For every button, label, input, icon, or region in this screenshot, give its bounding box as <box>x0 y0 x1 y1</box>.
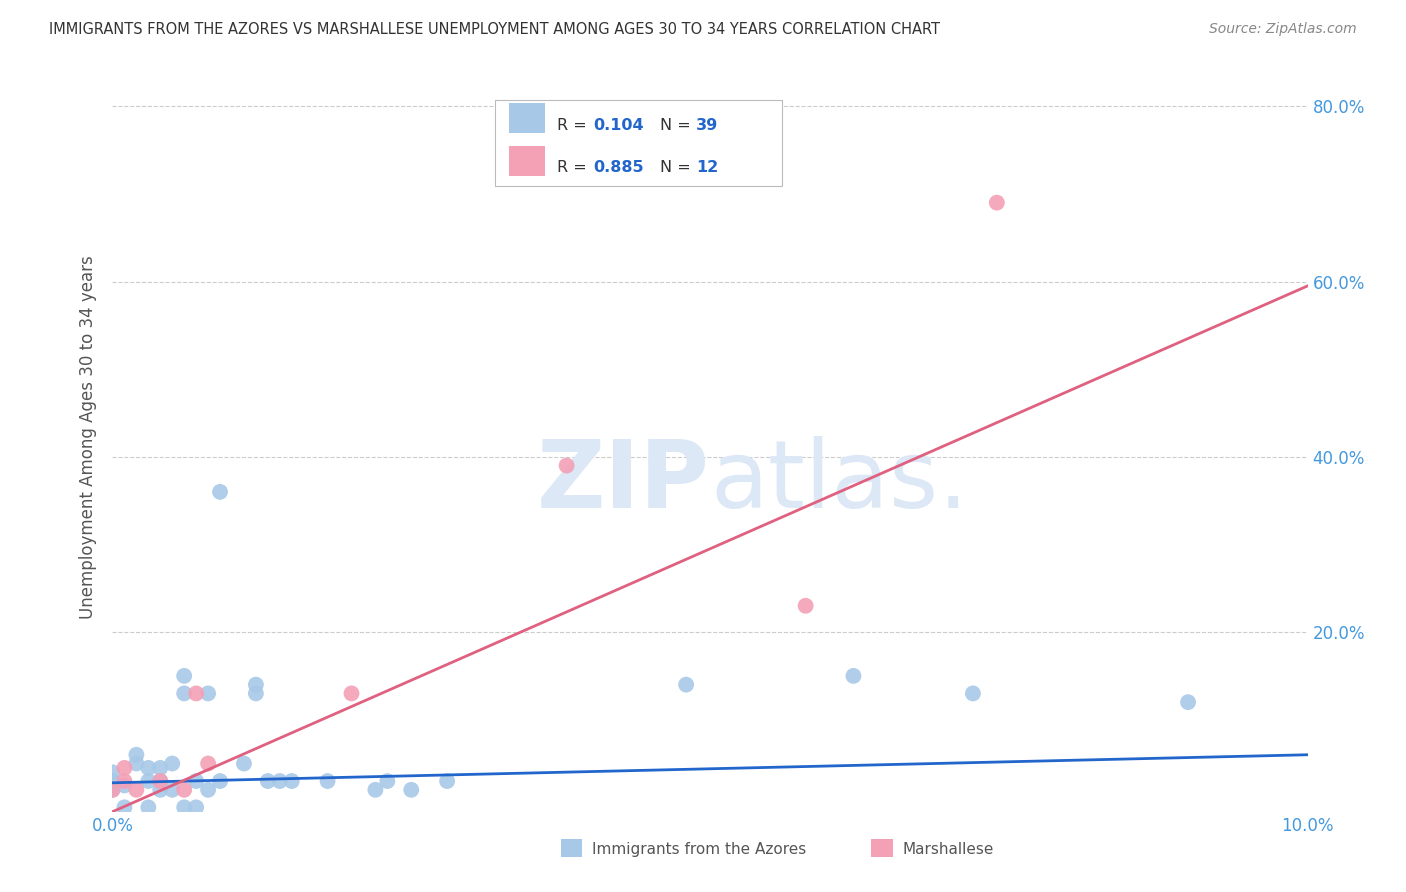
Point <box>675 678 697 692</box>
Point <box>114 800 135 814</box>
Point <box>149 774 172 789</box>
Bar <box>561 839 582 856</box>
Text: R =: R = <box>557 160 592 175</box>
Point <box>316 774 339 789</box>
Text: 0.885: 0.885 <box>593 160 644 175</box>
Point <box>149 782 172 797</box>
Point <box>197 756 219 771</box>
Bar <box>509 145 546 176</box>
Point <box>233 756 256 771</box>
Point <box>197 686 219 700</box>
Point <box>149 774 172 789</box>
Text: 12: 12 <box>696 160 718 175</box>
Point <box>138 774 160 789</box>
Point <box>962 686 984 700</box>
Point <box>209 774 232 789</box>
FancyBboxPatch shape <box>495 100 782 186</box>
Point <box>101 774 124 789</box>
Point <box>794 599 817 613</box>
Point <box>125 747 148 762</box>
Text: 39: 39 <box>696 119 718 133</box>
Point <box>1177 695 1199 709</box>
Bar <box>872 839 893 856</box>
Bar <box>509 103 546 133</box>
Point <box>173 686 195 700</box>
Point <box>209 484 232 499</box>
Point <box>340 686 363 700</box>
Point <box>125 782 148 797</box>
Point <box>186 774 208 789</box>
Point <box>377 774 399 789</box>
Point <box>114 779 135 793</box>
Point <box>281 774 304 789</box>
Y-axis label: Unemployment Among Ages 30 to 34 years: Unemployment Among Ages 30 to 34 years <box>79 255 97 619</box>
Point <box>436 774 458 789</box>
Text: N =: N = <box>659 160 696 175</box>
Point <box>173 782 195 797</box>
Point <box>364 782 387 797</box>
Point <box>101 782 124 797</box>
Point <box>149 761 172 775</box>
Text: atlas.: atlas. <box>710 436 969 528</box>
Point <box>101 765 124 780</box>
Text: N =: N = <box>659 119 696 133</box>
Point <box>842 669 865 683</box>
Text: R =: R = <box>557 119 592 133</box>
Point <box>269 774 291 789</box>
Point <box>245 678 267 692</box>
Text: 0.104: 0.104 <box>593 119 644 133</box>
Point <box>138 800 160 814</box>
Point <box>186 686 208 700</box>
Point <box>162 756 183 771</box>
Point <box>114 761 135 775</box>
Text: IMMIGRANTS FROM THE AZORES VS MARSHALLESE UNEMPLOYMENT AMONG AGES 30 TO 34 YEARS: IMMIGRANTS FROM THE AZORES VS MARSHALLES… <box>49 22 941 37</box>
Point <box>162 782 183 797</box>
Point <box>173 669 195 683</box>
Text: Immigrants from the Azores: Immigrants from the Azores <box>592 842 806 857</box>
Text: Marshallese: Marshallese <box>903 842 994 857</box>
Point <box>245 686 267 700</box>
Point <box>555 458 578 473</box>
Text: Source: ZipAtlas.com: Source: ZipAtlas.com <box>1209 22 1357 37</box>
Point <box>101 782 124 797</box>
Point <box>197 782 219 797</box>
Point <box>114 774 135 789</box>
Text: ZIP: ZIP <box>537 436 710 528</box>
Point <box>138 761 160 775</box>
Point <box>173 800 195 814</box>
Point <box>186 800 208 814</box>
Point <box>257 774 280 789</box>
Point <box>986 195 1008 210</box>
Point <box>401 782 423 797</box>
Point <box>125 756 148 771</box>
